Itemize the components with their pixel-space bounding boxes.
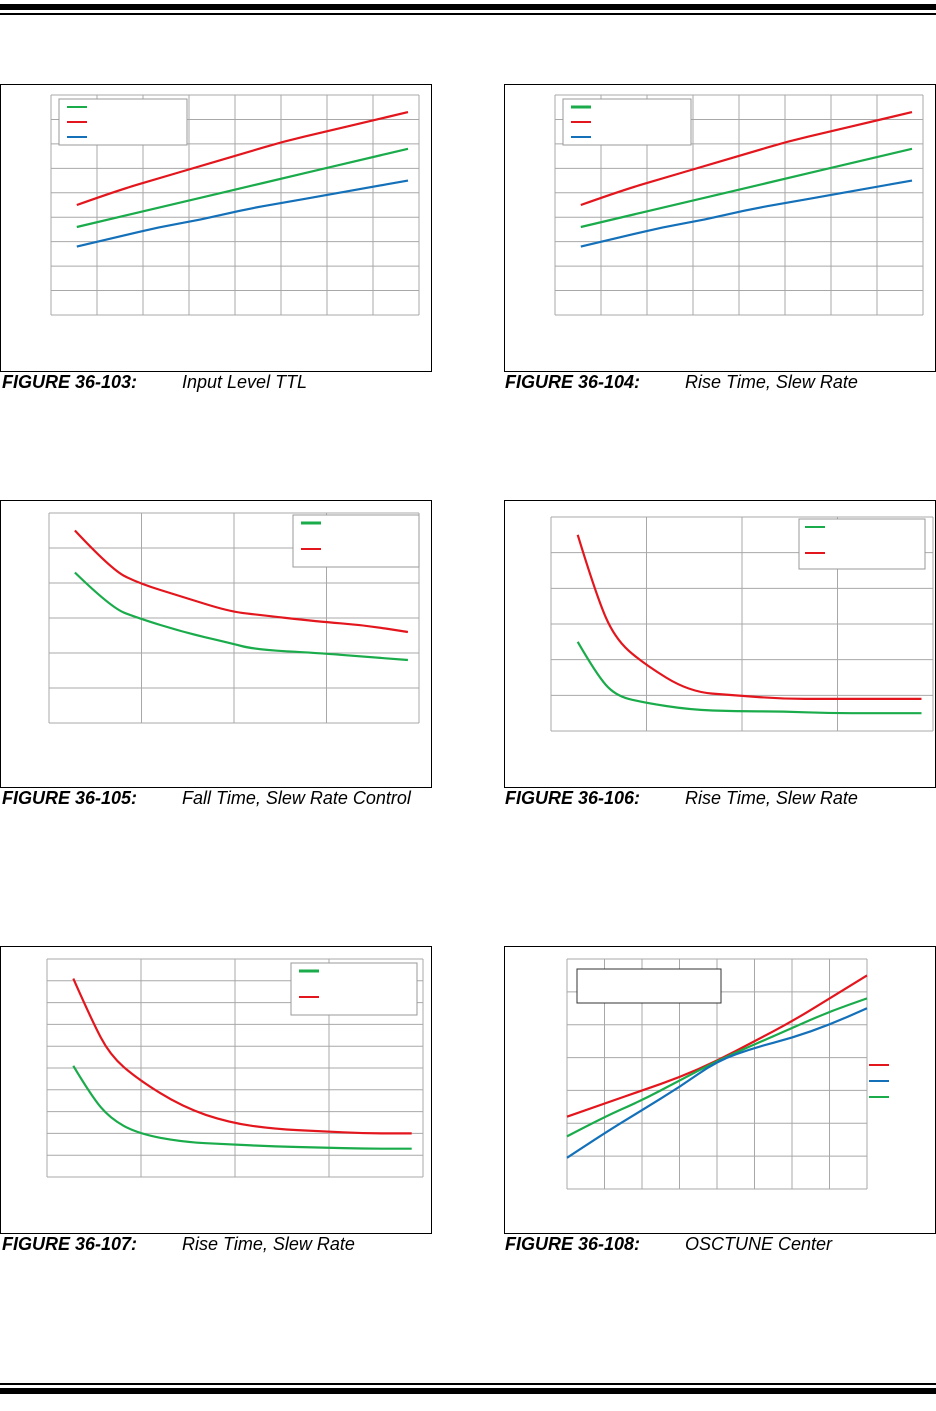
figure-title: Input Level TTL: [182, 372, 308, 392]
top-rule-thin: [0, 13, 936, 15]
series-line-green: [580, 147, 913, 229]
series-line-green: [576, 641, 922, 715]
figure-caption-106: FIGURE 36-106: Rise Time, Slew Rate: [505, 788, 858, 809]
figure-caption-103: FIGURE 36-103: Input Level TTL: [2, 372, 307, 393]
figure-number: FIGURE 36-103:: [2, 372, 138, 392]
figure-caption-104: FIGURE 36-104: Rise Time, Slew Rate: [505, 372, 858, 393]
series-line-blue: [580, 179, 913, 248]
figure-title: Rise Time, Slew Rate: [182, 1234, 355, 1254]
chart-panel-105: [0, 500, 432, 788]
series-line-red: [76, 111, 409, 207]
chart-panel-108: [504, 946, 936, 1234]
figure-title: Rise Time, Slew Rate: [685, 788, 858, 808]
chart-svg: [48, 512, 420, 724]
chart-svg: [550, 516, 934, 732]
series-line-red: [576, 534, 922, 700]
annotation-box: [576, 968, 722, 1004]
figure-number: FIGURE 36-105:: [2, 788, 138, 808]
figure-number: FIGURE 36-108:: [505, 1234, 641, 1254]
chart-svg: [46, 958, 424, 1178]
figure-number: FIGURE 36-106:: [505, 788, 641, 808]
chart-panel-103: [0, 84, 432, 372]
chart-panel-104: [504, 84, 936, 372]
figure-number: FIGURE 36-104:: [505, 372, 641, 392]
figure-caption-108: FIGURE 36-108: OSCTUNE Center: [505, 1234, 832, 1255]
bottom-rule-thick: [0, 1388, 936, 1394]
chart-panel-106: [504, 500, 936, 788]
series-line-green: [74, 571, 408, 662]
figure-title: OSCTUNE Center: [685, 1234, 833, 1254]
chart-svg: [554, 94, 924, 316]
figure-title: Fall Time, Slew Rate Control: [182, 788, 411, 808]
chart-panel-107: [0, 946, 432, 1234]
series-line-blue: [566, 1007, 868, 1159]
series-line-green: [72, 1065, 412, 1150]
series-line-red: [74, 529, 409, 634]
figure-number: FIGURE 36-107:: [2, 1234, 138, 1254]
top-rule-thick: [0, 4, 936, 10]
series-line-blue: [76, 179, 409, 248]
series-line-red: [72, 978, 412, 1135]
figure-caption-107: FIGURE 36-107: Rise Time, Slew Rate: [2, 1234, 355, 1255]
chart-svg: [566, 958, 889, 1190]
bottom-rule-thin: [0, 1383, 936, 1385]
chart-svg: [50, 94, 420, 316]
figure-title: Rise Time, Slew Rate: [685, 372, 858, 392]
series-line-green: [76, 147, 409, 229]
series-line-red: [580, 111, 913, 207]
figure-caption-105: FIGURE 36-105: Fall Time, Slew Rate Contr…: [2, 788, 411, 809]
